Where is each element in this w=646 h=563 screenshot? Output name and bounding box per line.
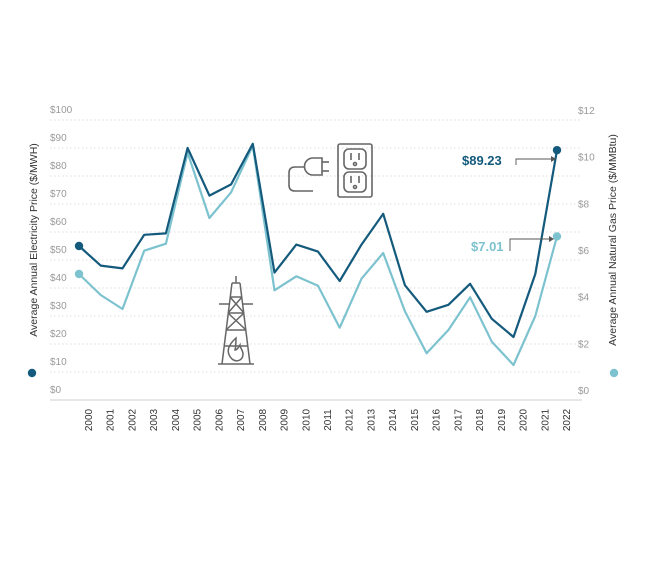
callout-electricity-label: $89.23 (462, 153, 502, 168)
right-tick-label: $12 (578, 106, 595, 117)
left-tick-label: $70 (50, 189, 67, 200)
x-tick-label: 2013 (366, 408, 377, 431)
right-tick-label: $8 (578, 199, 590, 210)
left-axis-legend-dot (27, 368, 37, 378)
electricity-point-2000 (74, 241, 84, 251)
x-tick-label: 2007 (236, 408, 247, 431)
left-tick-label: $50 (50, 245, 67, 256)
left-tick-label: $10 (50, 357, 67, 368)
x-tick-label: 2016 (432, 408, 443, 431)
gas-point-2000 (74, 269, 84, 279)
right-tick-label: $0 (578, 386, 590, 397)
callout-electricity: $89.23 (462, 153, 556, 168)
x-tick-label: 2001 (106, 408, 117, 431)
x-tick-label: 2017 (453, 408, 464, 431)
left-tick-label: $30 (50, 301, 67, 312)
x-tick-label: 2009 (280, 408, 291, 431)
left-tick-label: $90 (50, 133, 67, 144)
electricity-point-2022 (552, 145, 562, 155)
left-tick-label: $60 (50, 217, 67, 228)
right-tick-label: $10 (578, 153, 595, 164)
left-tick-label: $0 (50, 385, 62, 396)
series-layer (74, 142, 562, 367)
left-axis-ticks: $0 $10 $20 $30 $40 $50 $60 $70 $80 $90 $100 (50, 105, 73, 396)
electric-plug-outlet-icon (288, 143, 373, 198)
x-tick-label: 2018 (475, 408, 486, 431)
right-tick-label: $6 (578, 246, 590, 257)
x-tick-label: 2010 (301, 408, 312, 431)
gas-point-2022 (552, 232, 562, 241)
x-axis-ticks: 2000 2001 2002 2003 2004 2005 2006 2007 2008 2009… (84, 408, 573, 431)
x-tick-label: 2019 (497, 408, 508, 431)
x-tick-label: 2004 (171, 408, 182, 431)
right-axis-ticks: $0 $2 $4 $6 $8 $10 $12 (578, 106, 595, 397)
gas-derrick-flame-icon (218, 276, 254, 365)
callout-gas: $7.01 (471, 236, 554, 254)
left-tick-label: $20 (50, 329, 67, 340)
right-tick-label: $4 (578, 293, 590, 304)
x-tick-label: 2015 (410, 408, 421, 431)
x-tick-label: 2008 (258, 408, 269, 431)
right-axis-title: Average Annual Natural Gas Price ($/MMBt… (607, 134, 619, 346)
left-axis-title: Average Annual Electricity Price ($/MWH) (28, 143, 40, 337)
right-axis-legend-dot (609, 368, 619, 378)
x-tick-label: 2020 (519, 408, 530, 431)
x-tick-label: 2003 (149, 408, 160, 431)
x-tick-label: 2011 (323, 409, 334, 431)
x-tick-label: 2021 (540, 408, 551, 431)
x-tick-label: 2000 (84, 408, 95, 431)
left-tick-label: $100 (50, 105, 73, 116)
x-tick-label: 2002 (127, 408, 138, 431)
x-tick-label: 2006 (214, 408, 225, 431)
left-tick-label: $40 (50, 273, 67, 284)
electricity-price-line (78, 142, 559, 339)
left-tick-label: $80 (50, 161, 67, 172)
callout-gas-label: $7.01 (471, 239, 504, 254)
right-tick-label: $2 (578, 339, 590, 350)
x-tick-label: 2005 (193, 408, 204, 431)
gas-price-line (78, 144, 559, 367)
gridlines (50, 119, 582, 401)
x-tick-label: 2022 (562, 408, 573, 431)
x-tick-label: 2012 (345, 408, 356, 431)
x-tick-label: 2014 (388, 408, 399, 431)
